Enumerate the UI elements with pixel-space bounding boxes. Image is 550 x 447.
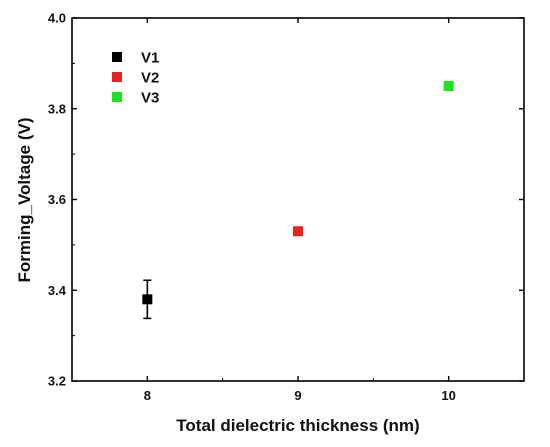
y-tick-label: 4.0 xyxy=(48,11,66,26)
y-tick-label: 3.2 xyxy=(48,374,66,389)
legend-label-v3: V3 xyxy=(141,90,159,107)
x-axis-ticks: 8 9 10 xyxy=(71,18,525,403)
legend: V1 V2 V3 xyxy=(112,50,159,107)
x-tick-label: 9 xyxy=(294,388,301,403)
legend-marker-v1 xyxy=(112,52,122,62)
legend-label-v1: V1 xyxy=(141,50,159,67)
legend-marker-v2 xyxy=(112,72,122,82)
data-point-v3 xyxy=(443,81,454,92)
y-tick-label: 3.8 xyxy=(48,101,66,116)
data-point-v1 xyxy=(142,294,153,305)
legend-label-v2: V2 xyxy=(141,70,159,87)
y-tick-label: 3.4 xyxy=(48,283,67,298)
x-axis-title: Total dielectric thickness (nm) xyxy=(176,416,419,435)
data-point-v2 xyxy=(293,226,303,237)
y-axis-ticks: 3.2 3.4 3.6 3.8 4.0 xyxy=(48,11,524,389)
data-points xyxy=(142,81,454,320)
legend-marker-v3 xyxy=(112,92,122,102)
x-tick-label: 10 xyxy=(441,388,455,403)
x-tick-label: 8 xyxy=(144,388,151,403)
y-axis-title: Forming_Voltage (V) xyxy=(15,118,34,283)
plot-frame xyxy=(71,17,525,382)
y-tick-label: 3.6 xyxy=(48,192,66,207)
